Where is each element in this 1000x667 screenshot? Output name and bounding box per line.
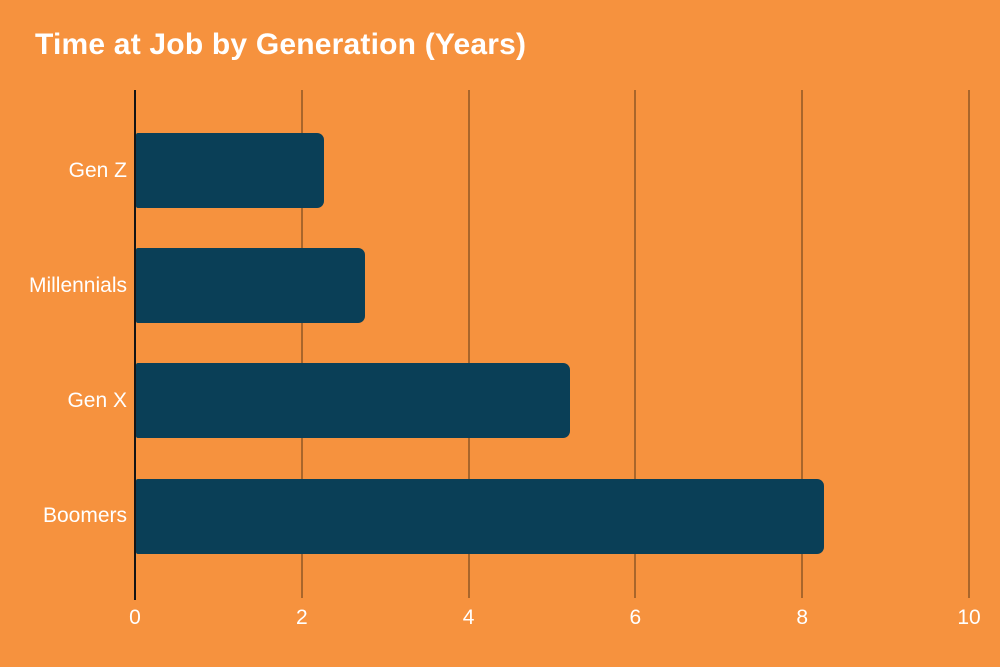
bar-millennials <box>136 248 366 324</box>
x-tick-label: 2 <box>295 606 308 629</box>
category-label: Gen X <box>67 388 127 412</box>
gridline <box>300 90 303 598</box>
bar-gen-x <box>136 363 570 439</box>
bar-gen-z <box>136 133 324 208</box>
chart-title: Time at Job by Generation (Years) <box>35 28 527 61</box>
x-tick-label: 10 <box>957 606 981 629</box>
x-tick-label: 6 <box>629 606 642 629</box>
bar-boomers <box>136 478 825 554</box>
gridline <box>467 90 470 598</box>
y-axis-line <box>134 90 136 600</box>
category-label: Boomers <box>42 504 127 528</box>
gridline <box>801 90 804 598</box>
x-tick-label: 8 <box>796 606 809 629</box>
x-tick-label: 0 <box>129 606 141 629</box>
category-label: Gen Z <box>68 158 127 182</box>
category-label: Millennials <box>28 273 127 297</box>
x-tick-label: 4 <box>462 606 475 629</box>
gridline <box>968 90 970 598</box>
gridline <box>634 90 637 598</box>
